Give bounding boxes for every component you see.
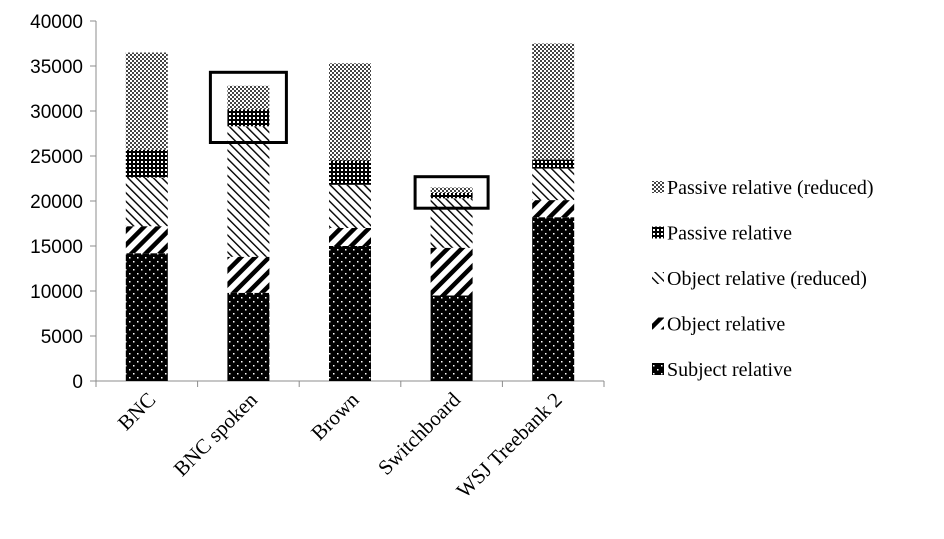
legend-label: Object relative [667, 314, 785, 336]
bar-segment [227, 85, 270, 110]
bar-segment [125, 253, 168, 381]
bar-segment [227, 256, 270, 293]
legend-label: Subject relative [667, 359, 792, 381]
bar-segment [532, 200, 575, 218]
bar-segment [125, 52, 168, 150]
y-tick-label: 30000 [30, 102, 83, 123]
bars [125, 43, 575, 381]
y-tick-label: 10000 [30, 282, 83, 303]
bar-segment [532, 43, 575, 160]
axes: 0 5000 10000 15000 20000 25000 30000 35000 40000 [30, 12, 605, 393]
legend-label: Object relative (reduced) [667, 268, 867, 290]
y-tick-label: 40000 [30, 12, 83, 33]
legend-swatch [652, 363, 664, 375]
bar-segment [430, 247, 473, 296]
highlight-box [208, 70, 288, 144]
bar-segment [430, 187, 473, 193]
bar-segment [532, 168, 575, 201]
highlight-box [413, 175, 490, 210]
x-tick-label: BNC spoken [169, 387, 263, 481]
x-tick-label: WSJ Treebank 2 [452, 388, 567, 503]
y-tick-label: 25000 [30, 147, 83, 168]
y-tick-label: 0 [72, 372, 83, 393]
x-tick-label: Brown [306, 387, 364, 445]
legend-label: Passive relative [667, 223, 792, 245]
legend-swatch [652, 317, 664, 330]
bar-segment [125, 177, 168, 227]
legend-swatch [652, 226, 664, 239]
x-tick-label: BNC [113, 388, 161, 436]
bar-segment [430, 198, 473, 248]
legend-label: Passive relative (reduced) [667, 177, 874, 199]
legend: Passive relative (reduced) Passive relati… [652, 177, 874, 381]
x-tick-label: Switchboard [373, 387, 465, 479]
bar-segment [125, 226, 168, 254]
y-tick-label: 5000 [41, 327, 83, 348]
bar-segment [532, 159, 575, 169]
bar-segment [329, 160, 371, 185]
y-tick-label: 15000 [30, 237, 83, 258]
bar-segment [125, 149, 168, 178]
bar-segment [329, 63, 371, 161]
bar-segment [329, 184, 371, 228]
legend-swatch [652, 272, 664, 284]
y-tick-label: 35000 [30, 57, 83, 78]
bar-segment [430, 192, 473, 199]
bar-segment [329, 228, 371, 246]
legend-swatch [652, 181, 664, 193]
bar-segment [227, 126, 270, 257]
bar-segment [227, 292, 270, 381]
y-tick-label: 20000 [30, 192, 83, 213]
bar-segment [430, 295, 473, 381]
bar-segment [329, 246, 371, 381]
bar-segment [532, 217, 575, 381]
bar-segment [227, 109, 270, 127]
highlight-boxes [208, 70, 490, 210]
